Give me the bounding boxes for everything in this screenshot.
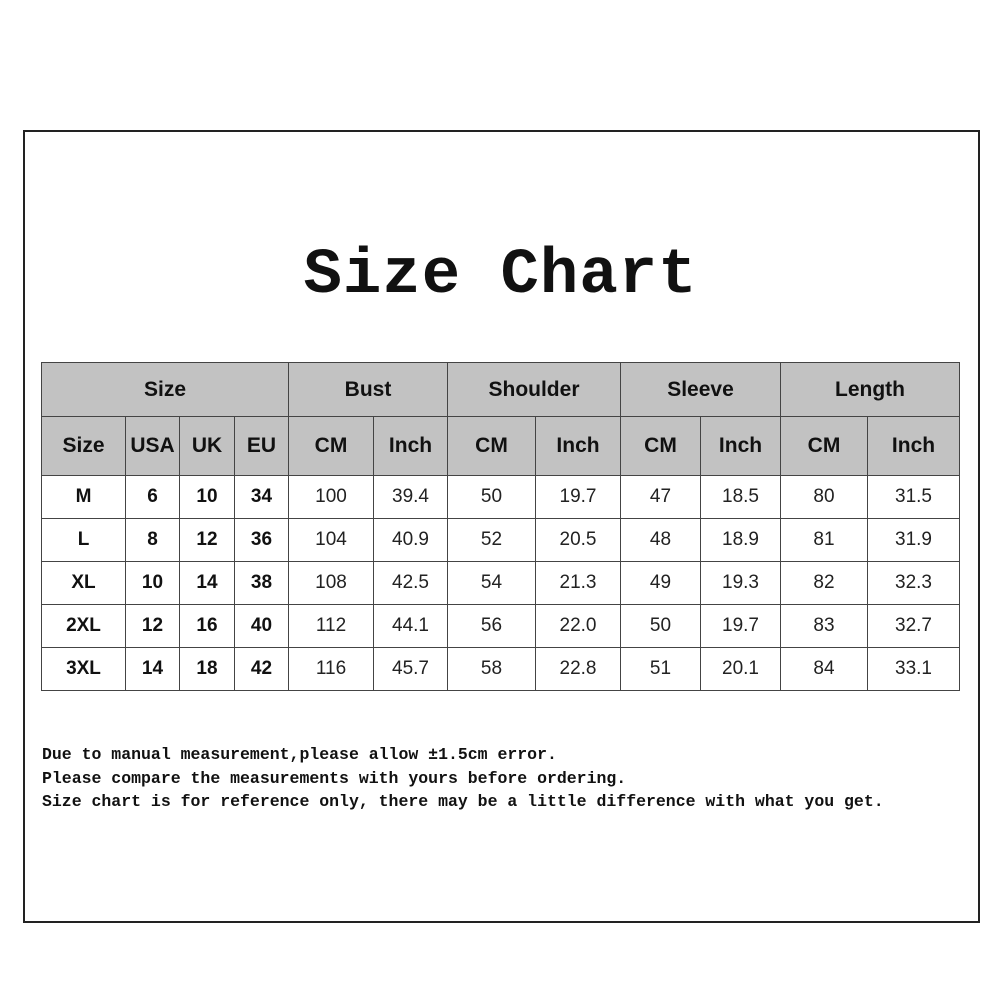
column-header: Inch bbox=[373, 416, 448, 476]
table-cell: 50 bbox=[620, 604, 701, 648]
table-cell: L bbox=[41, 518, 126, 562]
table-cell: 108 bbox=[288, 561, 374, 605]
column-header: Inch bbox=[535, 416, 621, 476]
table-cell: 52 bbox=[447, 518, 536, 562]
table-cell: 19.3 bbox=[700, 561, 781, 605]
table-cell: 104 bbox=[288, 518, 374, 562]
table-cell: 14 bbox=[125, 647, 180, 691]
table-cell: 12 bbox=[179, 518, 235, 562]
note-line: Due to manual measurement,please allow ±… bbox=[42, 745, 557, 764]
table-cell: 6 bbox=[125, 475, 180, 519]
column-header: Inch bbox=[700, 416, 781, 476]
table-cell: 16 bbox=[179, 604, 235, 648]
group-header: Length bbox=[780, 362, 960, 417]
column-header: Size bbox=[41, 416, 126, 476]
table-cell: 14 bbox=[179, 561, 235, 605]
table-cell: 116 bbox=[288, 647, 374, 691]
table-cell: 81 bbox=[780, 518, 868, 562]
table-cell: 20.5 bbox=[535, 518, 621, 562]
table-cell: 22.8 bbox=[535, 647, 621, 691]
notes: Due to manual measurement,please allow ±… bbox=[42, 743, 884, 814]
table-cell: 58 bbox=[447, 647, 536, 691]
table-cell: 32.7 bbox=[867, 604, 960, 648]
table-cell: 31.9 bbox=[867, 518, 960, 562]
table-cell: 19.7 bbox=[535, 475, 621, 519]
table-cell: 21.3 bbox=[535, 561, 621, 605]
table-cell: 12 bbox=[125, 604, 180, 648]
table-cell: XL bbox=[41, 561, 126, 605]
table-cell: 38 bbox=[234, 561, 289, 605]
table-cell: 19.7 bbox=[700, 604, 781, 648]
table-cell: 31.5 bbox=[867, 475, 960, 519]
note-line: Size chart is for reference only, there … bbox=[42, 792, 884, 811]
table-row: L 8 12 36 104 40.9 52 20.5 48 18.9 81 31.9 bbox=[41, 518, 960, 562]
table-cell: 10 bbox=[125, 561, 180, 605]
table-cell: 44.1 bbox=[373, 604, 448, 648]
table-cell: 22.0 bbox=[535, 604, 621, 648]
table-cell: 18.9 bbox=[700, 518, 781, 562]
chart-frame bbox=[23, 130, 980, 923]
table-cell: 80 bbox=[780, 475, 868, 519]
column-header: USA bbox=[125, 416, 180, 476]
table-cell: 3XL bbox=[41, 647, 126, 691]
table-cell: 42.5 bbox=[373, 561, 448, 605]
table-cell: 47 bbox=[620, 475, 701, 519]
column-header: CM bbox=[447, 416, 536, 476]
table-cell: 42 bbox=[234, 647, 289, 691]
note-line: Please compare the measurements with you… bbox=[42, 768, 627, 788]
table-row: 2XL 12 16 40 112 44.1 56 22.0 50 19.7 83 32.7 bbox=[41, 604, 960, 648]
column-header: CM bbox=[780, 416, 868, 476]
size-table: Size Bust Shoulder Sleeve Length Size USA… bbox=[41, 362, 960, 691]
table-cell: 112 bbox=[288, 604, 374, 648]
table-cell: M bbox=[41, 475, 126, 519]
table-cell: 39.4 bbox=[373, 475, 448, 519]
table-cell: 10 bbox=[179, 475, 235, 519]
table-cell: 33.1 bbox=[867, 647, 960, 691]
table-cell: 54 bbox=[447, 561, 536, 605]
table-cell: 83 bbox=[780, 604, 868, 648]
table-cell: 32.3 bbox=[867, 561, 960, 605]
table-cell: 100 bbox=[288, 475, 374, 519]
column-header: EU bbox=[234, 416, 289, 476]
group-header: Size bbox=[41, 362, 289, 417]
column-header: CM bbox=[288, 416, 374, 476]
table-cell: 40.9 bbox=[373, 518, 448, 562]
table-cell: 50 bbox=[447, 475, 536, 519]
column-header: CM bbox=[620, 416, 701, 476]
table-cell: 48 bbox=[620, 518, 701, 562]
page-title: Size Chart bbox=[303, 240, 698, 312]
table-cell: 51 bbox=[620, 647, 701, 691]
table-cell: 34 bbox=[234, 475, 289, 519]
table-cell: 20.1 bbox=[700, 647, 781, 691]
column-header: Inch bbox=[867, 416, 960, 476]
table-row: XL 10 14 38 108 42.5 54 21.3 49 19.3 82 32.3 bbox=[41, 561, 960, 605]
table-cell: 2XL bbox=[41, 604, 126, 648]
table-cell: 49 bbox=[620, 561, 701, 605]
group-header: Sleeve bbox=[620, 362, 781, 417]
table-cell: 40 bbox=[234, 604, 289, 648]
group-header-row: Size Bust Shoulder Sleeve Length bbox=[41, 362, 960, 417]
table-cell: 82 bbox=[780, 561, 868, 605]
table-row: M 6 10 34 100 39.4 50 19.7 47 18.5 80 31.5 bbox=[41, 475, 960, 519]
table-cell: 8 bbox=[125, 518, 180, 562]
table-cell: 18.5 bbox=[700, 475, 781, 519]
subheader-row: Size USA UK EU CM Inch CM Inch CM Inch CM Inch bbox=[41, 416, 960, 476]
column-header: UK bbox=[179, 416, 235, 476]
table-cell: 18 bbox=[179, 647, 235, 691]
table-row: 3XL 14 18 42 116 45.7 58 22.8 51 20.1 84 33.1 bbox=[41, 647, 960, 691]
table-cell: 56 bbox=[447, 604, 536, 648]
table-cell: 45.7 bbox=[373, 647, 448, 691]
table-cell: 36 bbox=[234, 518, 289, 562]
table-cell: 84 bbox=[780, 647, 868, 691]
group-header: Shoulder bbox=[447, 362, 621, 417]
group-header: Bust bbox=[288, 362, 448, 417]
